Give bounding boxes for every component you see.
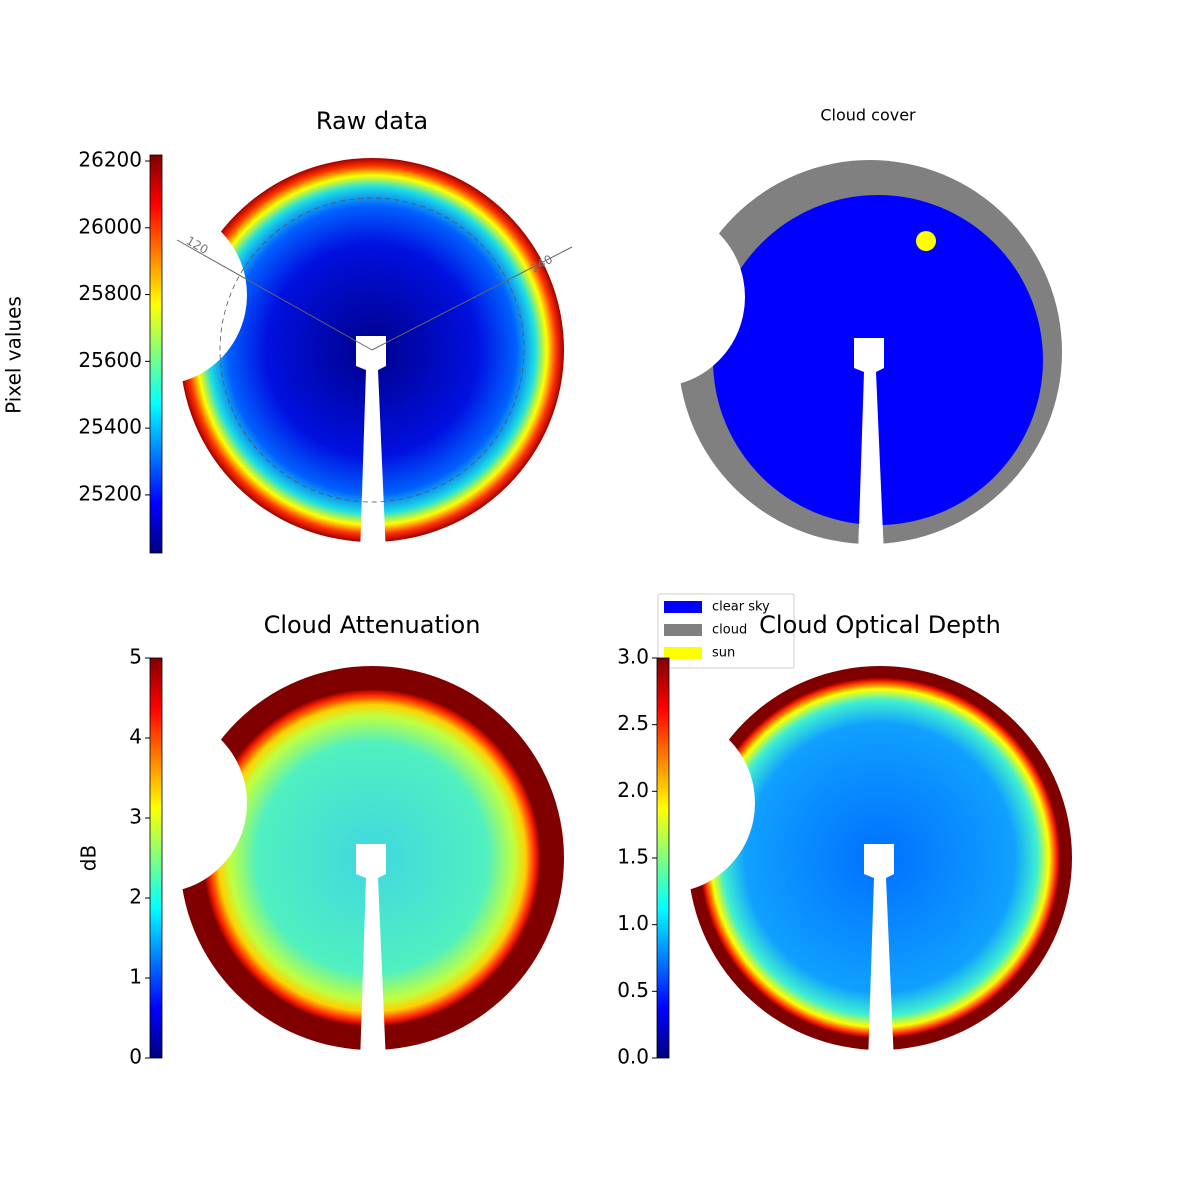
colorbar-tick-label: 25200 bbox=[78, 481, 142, 505]
colorbar-tick-label: 3.0 bbox=[617, 645, 649, 669]
colorbar-tick-label: 0.5 bbox=[617, 978, 649, 1002]
colorbar-tick-label: 25400 bbox=[78, 415, 142, 439]
colorbar-tick-label: 26000 bbox=[78, 214, 142, 238]
colorbar-tick-label: 1.5 bbox=[617, 845, 649, 869]
colorbar-tick-label: 2 bbox=[129, 885, 142, 909]
colorbar-label: dB bbox=[77, 845, 101, 871]
pole-mask bbox=[356, 844, 386, 1063]
colorbar-tick-label: 5 bbox=[129, 645, 142, 669]
colorbar-tick-label: 3 bbox=[129, 805, 142, 829]
colorbar-tick-label: 0.0 bbox=[617, 1045, 649, 1069]
legend-label: clear sky bbox=[712, 600, 770, 615]
colorbar-tick-label: 25600 bbox=[78, 348, 142, 372]
colorbar bbox=[149, 154, 163, 554]
panel-title: Raw data bbox=[316, 107, 428, 135]
legend-swatch bbox=[664, 601, 702, 613]
colorbar-tick-label: 26200 bbox=[78, 148, 142, 172]
image-mask bbox=[565, 207, 745, 387]
colorbar-tick-label: 1 bbox=[129, 965, 142, 989]
pole-mask bbox=[356, 336, 386, 555]
polar-line bbox=[176, 239, 373, 351]
legend-swatch bbox=[664, 647, 702, 659]
colorbar-tick-label: 4 bbox=[129, 725, 142, 749]
legend-label: sun bbox=[712, 646, 735, 661]
pole-mask bbox=[854, 338, 884, 557]
polar-line bbox=[371, 246, 573, 351]
colorbar-tick-label: 0 bbox=[129, 1045, 142, 1069]
sun-region bbox=[916, 231, 936, 251]
panel-title: Cloud Optical Depth bbox=[759, 611, 1001, 639]
panel-title: Cloud Attenuation bbox=[264, 611, 481, 639]
colorbar-label: Pixel values bbox=[2, 296, 26, 414]
pole-mask bbox=[864, 844, 894, 1063]
colorbar-tick-label: 2.5 bbox=[617, 711, 649, 735]
panel-title: Cloud cover bbox=[820, 106, 916, 125]
legend-label: cloud bbox=[712, 623, 747, 638]
colorbar-tick-label: 1.0 bbox=[617, 911, 649, 935]
colorbar bbox=[656, 657, 670, 1059]
colorbar bbox=[149, 657, 163, 1059]
legend-swatch bbox=[664, 624, 702, 636]
polar-grid bbox=[219, 197, 525, 503]
colorbar-tick-label: 25800 bbox=[78, 281, 142, 305]
colorbar-tick-label: 2.0 bbox=[617, 778, 649, 802]
